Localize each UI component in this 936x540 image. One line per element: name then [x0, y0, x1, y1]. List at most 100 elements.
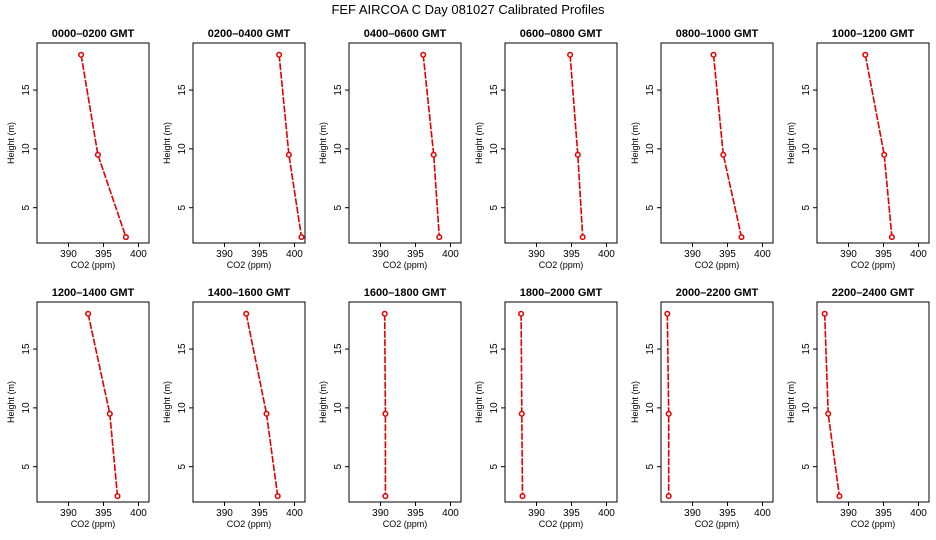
profile-line — [712, 54, 743, 238]
x-axis-label: CO2 (ppm) — [71, 260, 116, 270]
data-point — [836, 493, 843, 500]
x-axis-label: CO2 (ppm) — [851, 519, 896, 529]
x-tick-label: 400 — [442, 508, 459, 519]
x-tick-label: 390 — [528, 249, 545, 260]
x-tick-label: 390 — [60, 508, 77, 519]
panels-grid: 0000–0200 GMT 390 395 400 5 10 15 CO2 (ppm) Heig… — [6, 28, 930, 529]
data-point — [720, 151, 727, 158]
y-tick-label: 5 — [489, 204, 500, 210]
x-tick-label: 390 — [60, 249, 77, 260]
x-tick-label: 400 — [754, 508, 771, 519]
x-axis-label: CO2 (ppm) — [539, 519, 584, 529]
plot-frame — [36, 301, 150, 503]
x-tick-label: 395 — [407, 508, 424, 519]
x-axis-label: CO2 (ppm) — [71, 519, 116, 529]
profile-line — [383, 313, 387, 497]
x-tick-label: 395 — [95, 508, 112, 519]
y-tick-label: 5 — [801, 463, 812, 469]
data-point — [382, 493, 389, 500]
y-tick-label: 5 — [645, 204, 656, 210]
y-tick-label: 5 — [333, 204, 344, 210]
panel-7: 1200–1400 GMT 390 395 400 5 10 15 CO2 (ppm) Heig… — [6, 287, 150, 529]
panel-2: 0200–0400 GMT 390 395 400 5 10 15 CO2 (ppm) Heig… — [162, 28, 306, 270]
y-tick-label: 15 — [177, 84, 188, 96]
profile-line — [864, 54, 893, 238]
x-tick-label: 395 — [719, 249, 736, 260]
panel-10: 1800–2000 GMT 390 395 400 5 10 15 CO2 (ppm) Heig… — [474, 287, 618, 529]
profile-line — [87, 313, 119, 497]
plot-frame — [660, 301, 774, 503]
panel-4: 0600–0800 GMT 390 395 400 5 10 15 CO2 (ppm) Heig… — [474, 28, 618, 270]
x-axis-label: CO2 (ppm) — [227, 519, 272, 529]
x-tick-label: 400 — [598, 508, 615, 519]
y-tick-label: 5 — [333, 463, 344, 469]
data-point — [825, 410, 832, 417]
x-tick-label: 395 — [407, 249, 424, 260]
y-tick-label: 10 — [645, 143, 656, 155]
data-point — [862, 51, 869, 58]
y-tick-label: 10 — [645, 402, 656, 414]
y-tick-label: 5 — [21, 204, 32, 210]
data-point — [263, 410, 270, 417]
data-point — [821, 310, 828, 317]
data-point — [94, 151, 101, 158]
data-point — [888, 234, 895, 241]
data-point — [276, 51, 283, 58]
y-axis-label: Height (m) — [162, 381, 172, 423]
panel-3: 0400–0600 GMT 390 395 400 5 10 15 CO2 (ppm) Heig… — [318, 28, 462, 270]
y-tick-label: 10 — [177, 402, 188, 414]
data-point — [85, 310, 92, 317]
plot-frame — [660, 42, 774, 244]
data-point — [710, 51, 717, 58]
x-tick-label: 400 — [754, 249, 771, 260]
plot-frame — [816, 301, 930, 503]
panel-5: 0800–1000 GMT 390 395 400 5 10 15 CO2 (ppm) Heig… — [630, 28, 774, 270]
y-tick-label: 10 — [489, 402, 500, 414]
x-tick-label: 390 — [684, 249, 701, 260]
panel-title: 0200–0400 GMT — [208, 28, 291, 40]
x-axis-label: CO2 (ppm) — [227, 260, 272, 270]
data-point — [665, 493, 672, 500]
data-point — [430, 151, 437, 158]
data-point — [114, 493, 121, 500]
y-tick-label: 15 — [645, 343, 656, 355]
x-tick-label: 400 — [130, 249, 147, 260]
y-tick-label: 5 — [177, 463, 188, 469]
x-tick-label: 390 — [372, 249, 389, 260]
y-tick-label: 15 — [489, 343, 500, 355]
y-tick-label: 10 — [801, 402, 812, 414]
data-point — [243, 310, 250, 317]
plot-frame — [192, 42, 306, 244]
data-point — [518, 410, 525, 417]
x-tick-label: 400 — [286, 249, 303, 260]
y-tick-label: 5 — [645, 463, 656, 469]
x-tick-label: 395 — [95, 249, 112, 260]
data-point — [122, 234, 129, 241]
y-tick-label: 15 — [645, 84, 656, 96]
y-tick-label: 10 — [801, 143, 812, 155]
data-point — [78, 51, 85, 58]
panel-title: 2200–2400 GMT — [832, 287, 915, 299]
panel-title: 0000–0200 GMT — [52, 28, 135, 40]
panel-title: 1600–1800 GMT — [364, 287, 447, 299]
plot-frame — [348, 301, 462, 503]
x-tick-label: 400 — [910, 249, 927, 260]
y-tick-label: 10 — [333, 143, 344, 155]
data-point — [285, 151, 292, 158]
y-axis-label: Height (m) — [162, 122, 172, 164]
data-point — [881, 151, 888, 158]
data-point — [381, 310, 388, 317]
y-tick-label: 15 — [21, 84, 32, 96]
x-tick-label: 395 — [563, 249, 580, 260]
x-tick-label: 390 — [372, 508, 389, 519]
data-point — [579, 234, 586, 241]
panel-6: 1000–1200 GMT 390 395 400 5 10 15 CO2 (ppm) Heig… — [786, 28, 930, 270]
plot-frame — [816, 42, 930, 244]
y-tick-label: 15 — [177, 343, 188, 355]
panel-title: 0800–1000 GMT — [676, 28, 759, 40]
profile-line — [666, 313, 670, 497]
profile-line — [278, 54, 303, 238]
plot-frame — [348, 42, 462, 244]
y-tick-label: 15 — [489, 84, 500, 96]
